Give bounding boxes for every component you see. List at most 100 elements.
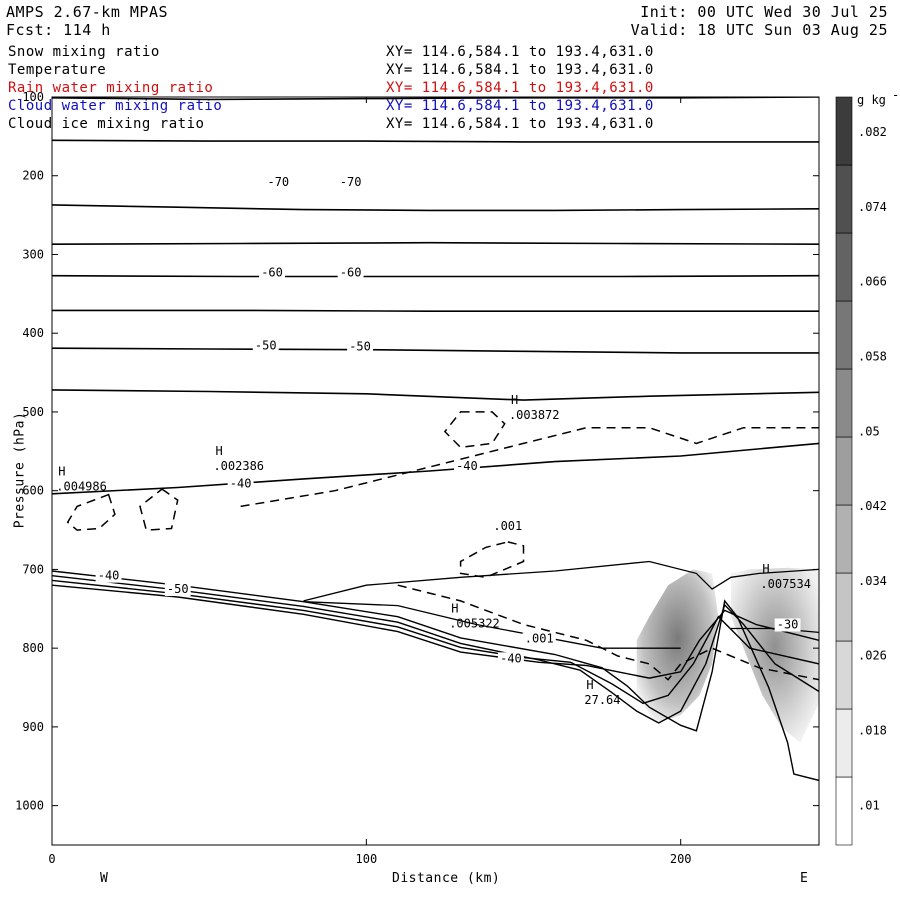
mixing-ratio-shading	[636, 567, 819, 743]
colorbar-segment	[835, 300, 853, 370]
colorbar-tick-label: .05	[858, 424, 880, 438]
colorbar-tick-label: .026	[858, 649, 887, 663]
high-value: .005322	[449, 617, 500, 631]
isotherm-label: -60	[340, 266, 362, 280]
cloud-ice-closed-contour	[443, 411, 506, 449]
cloud-ice-closed-contour	[459, 541, 525, 579]
contour-label: .001	[525, 632, 554, 646]
colorbar-segment	[835, 640, 853, 710]
isotherm	[52, 389, 819, 401]
colorbar-segment	[835, 504, 853, 574]
x-tick-label: 0	[48, 852, 55, 866]
x-tick-label: 100	[356, 852, 378, 866]
contour-lines	[52, 97, 819, 782]
cloud-ice-contour	[240, 426, 819, 508]
cloud-ice-closed-contour	[139, 488, 179, 531]
x-axis-title: Distance (km)	[392, 871, 501, 886]
axes: 100 200 300 400 500 600 700 800 900 1000 0 100 200	[15, 90, 819, 866]
label-bg	[522, 632, 556, 646]
y-tick-label: 600	[22, 484, 44, 498]
label-bg	[497, 652, 524, 666]
label-bg	[337, 175, 364, 189]
label-bg	[491, 520, 525, 534]
isotherm	[52, 442, 819, 495]
contour-label: .001	[493, 519, 522, 533]
terrain-contour	[52, 570, 819, 782]
isotherm	[52, 274, 819, 278]
field-coords: XY= 114.6,584.1 to 193.4,631.0	[386, 98, 654, 114]
colorbar-segment	[835, 164, 853, 234]
colorbar-tick-label: .082	[858, 125, 887, 139]
valid-time: Valid: 18 UTC Sun 03 Aug 25	[630, 21, 888, 39]
west-label: W	[100, 871, 109, 886]
high-value: .003872	[509, 408, 560, 422]
label-bg	[95, 569, 122, 583]
high-marker: H	[511, 393, 518, 407]
colorbar-tick-label: .034	[858, 574, 887, 588]
isotherm-label: -70	[340, 175, 362, 189]
colorbar-unit: g kg	[857, 93, 886, 107]
cloud-ice-closed-contour	[66, 493, 116, 531]
colorbar-segment	[835, 232, 853, 302]
isotherm-label: -50	[349, 340, 371, 354]
init-time: Init: 00 UTC Wed 30 Jul 25	[640, 3, 888, 21]
shading-east-flank	[731, 567, 819, 743]
x-tick-label: 200	[670, 852, 692, 866]
label-bg	[265, 175, 292, 189]
colorbar-segment	[835, 368, 853, 438]
high-value: .002386	[213, 459, 264, 473]
colorbar-segment	[835, 96, 853, 166]
isotherm	[52, 97, 819, 101]
label-bg	[252, 339, 279, 353]
field-name: Rain water mixing ratio	[8, 80, 214, 96]
field-coords: XY= 114.6,584.1 to 193.4,631.0	[386, 44, 654, 60]
label-bg	[164, 583, 191, 597]
y-tick-label: 800	[22, 641, 44, 655]
label-bg	[259, 266, 285, 280]
model-title: AMPS 2.67-km MPAS	[6, 3, 169, 21]
high-marker: H	[215, 444, 222, 458]
high-marker: H	[762, 562, 769, 576]
high-marker: H	[586, 678, 593, 692]
colorbar-segment	[835, 776, 853, 846]
annotations: -70 -70 -60 -60 -50 -50 -40 -40 -40 -30 .001 .001 -5…	[56, 175, 811, 707]
y-tick-label: 900	[22, 720, 44, 734]
colorbar-tick-label: .018	[858, 724, 887, 738]
isotherm	[52, 347, 819, 354]
colorbar-tick-label: .058	[858, 350, 887, 364]
field-name: Snow mixing ratio	[8, 44, 160, 60]
colorbar: .01 .018 .026 .034 .042 .05 .058 .066 .074 .082 g …	[835, 88, 900, 846]
high-value: .007534	[760, 577, 811, 591]
colorbar-unit-exponent: -1	[892, 88, 900, 102]
isotherm-label: -60	[261, 266, 283, 280]
isotherm-label: -40	[230, 477, 252, 491]
y-tick-label: 500	[22, 405, 44, 419]
colorbar-tick-label: .01	[858, 798, 880, 812]
isotherm-label: -30	[777, 617, 799, 631]
field-name: Cloud ice mixing ratio	[8, 116, 205, 132]
contour-label: -40	[98, 569, 120, 583]
y-axis-title: Pressure (hPa)	[12, 411, 28, 529]
field-coords: XY= 114.6,584.1 to 193.4,631.0	[386, 62, 654, 78]
colorbar-segment	[835, 708, 853, 778]
east-label: E	[800, 871, 809, 886]
high-marker: H	[58, 465, 65, 479]
label-bg	[453, 460, 480, 474]
field-coords: XY= 114.6,584.1 to 193.4,631.0	[386, 80, 654, 96]
isotherm	[52, 204, 819, 212]
isotherm	[303, 560, 819, 602]
isotherm	[52, 139, 819, 143]
label-bg	[774, 618, 801, 632]
forecast-hour: Fcst: 114 h	[6, 21, 111, 39]
colorbar-segment	[835, 572, 853, 642]
plot-frame	[51, 96, 820, 846]
y-tick-label: 100	[22, 90, 44, 104]
y-tick-label: 1000	[15, 799, 44, 813]
isotherm-label: -40	[456, 459, 478, 473]
isotherm	[52, 241, 819, 245]
isotherm-label: -40	[500, 651, 522, 665]
colorbar-tick-label: .042	[858, 499, 887, 513]
y-tick-label: 300	[22, 247, 44, 261]
shading-west-flank	[636, 569, 719, 723]
